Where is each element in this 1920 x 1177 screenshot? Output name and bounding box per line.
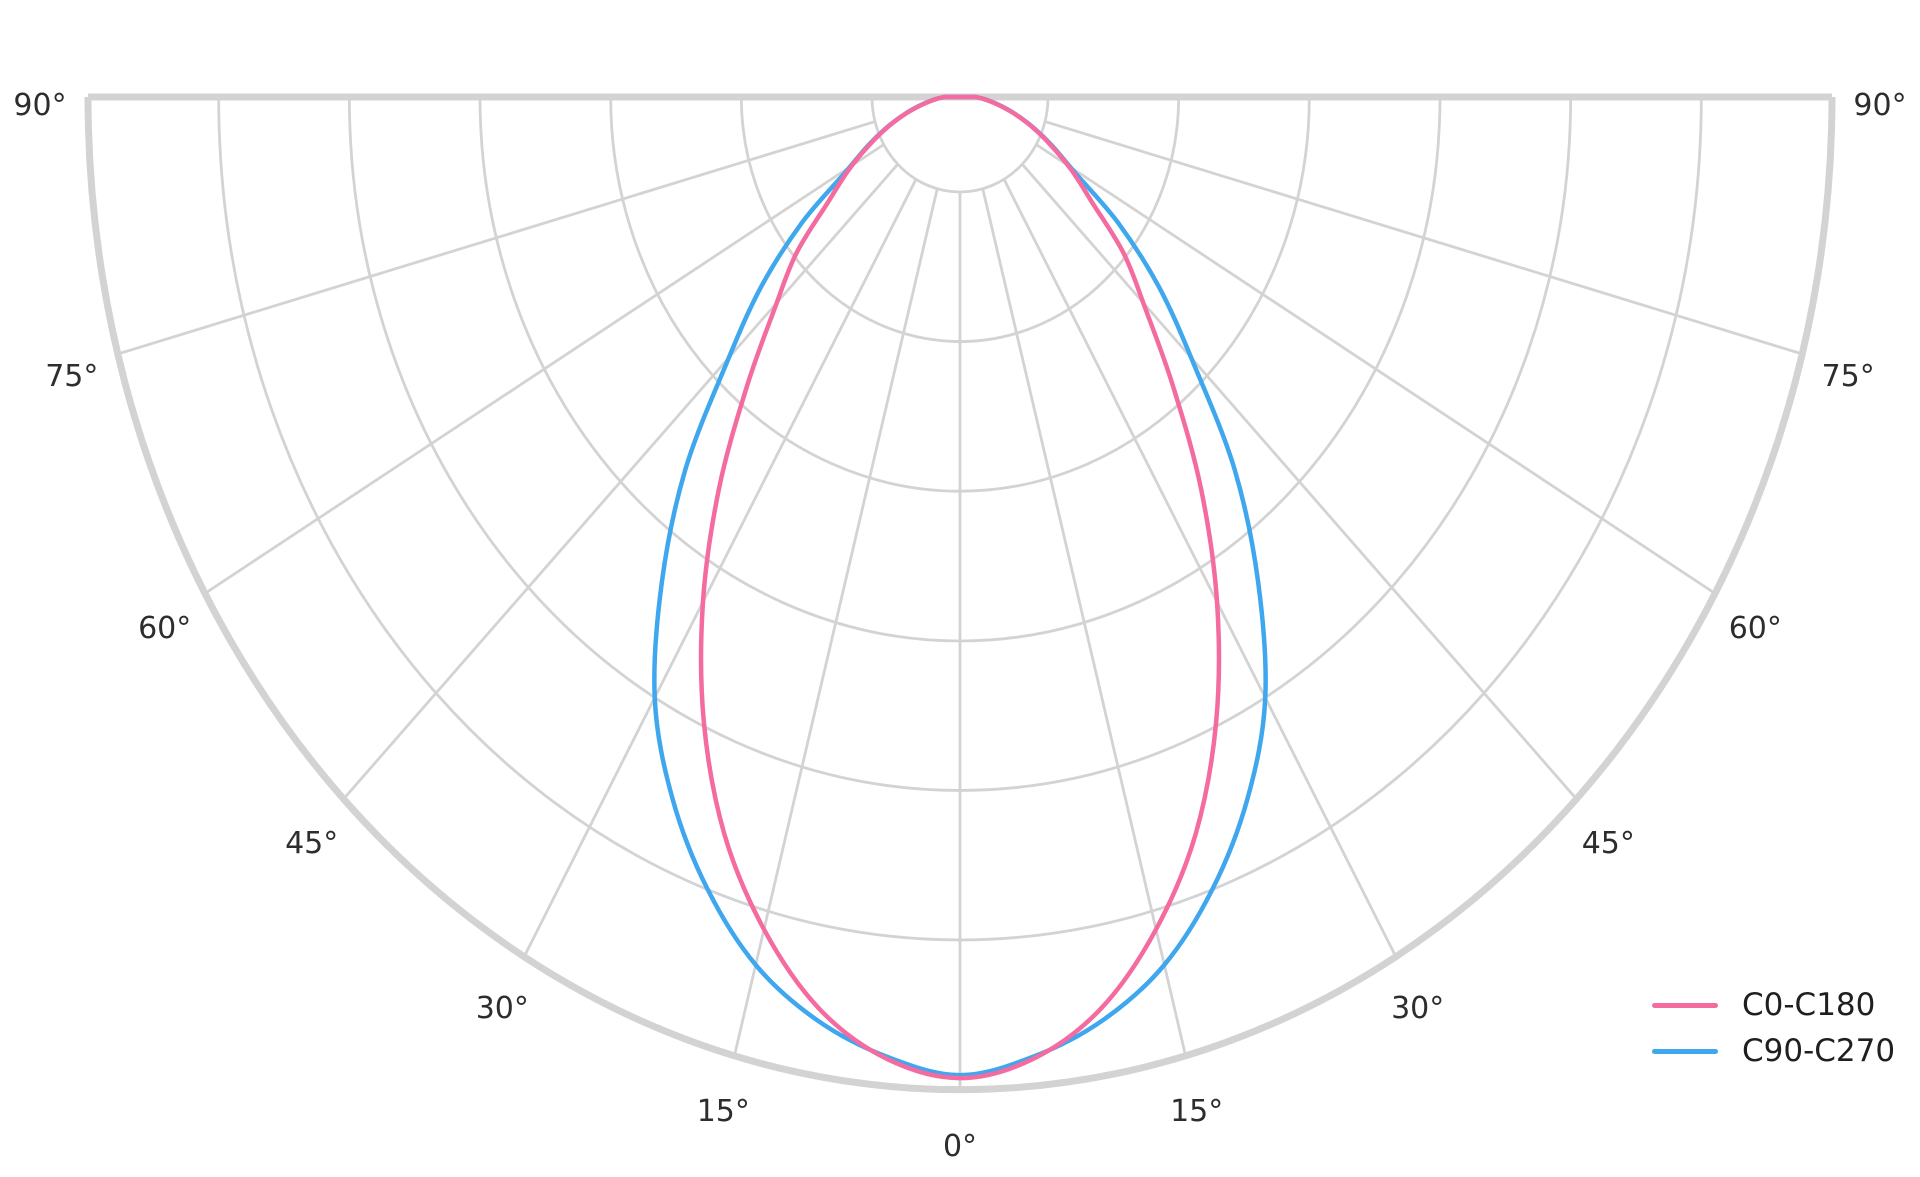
series-curve-c90-c270: [652, 94, 1268, 1078]
legend-label-c0-c180: C0-C180: [1742, 987, 1876, 1023]
inner-hole-ring: [870, 96, 1050, 194]
angle-tick-label: 0°: [943, 1129, 977, 1164]
angle-tick-label: 45°: [285, 826, 338, 861]
angle-spoke: [117, 120, 876, 356]
angle-tick-label: 60°: [1729, 611, 1782, 646]
angle-spoke: [522, 178, 918, 958]
angle-spoke: [1002, 178, 1398, 958]
angle-spoke: [732, 188, 939, 1057]
angle-tick-label: 15°: [1170, 1094, 1223, 1129]
legend: C0-C180 C90-C270: [1652, 986, 1895, 1070]
legend-item-c90-c270: C90-C270: [1652, 1032, 1895, 1070]
angle-spoke: [1035, 143, 1716, 595]
legend-swatch-c0-c180: [1652, 1002, 1718, 1008]
legend-item-c0-c180: C0-C180: [1652, 986, 1895, 1024]
angle-tick-label: 15°: [697, 1094, 750, 1129]
legend-swatch-c90-c270: [1652, 1048, 1718, 1054]
angle-tick-label: 90°: [1853, 88, 1906, 123]
angle-tick-label: 30°: [476, 991, 529, 1026]
angle-tick-label: 75°: [45, 359, 98, 394]
angle-spoke: [981, 188, 1188, 1057]
angle-tick-label: 30°: [1391, 991, 1444, 1026]
angle-tick-label: 90°: [13, 88, 66, 123]
angle-spoke: [204, 143, 885, 595]
angle-tick-label: 75°: [1822, 359, 1875, 394]
angle-spoke: [1021, 163, 1578, 801]
series-curve-c0-c180: [698, 94, 1222, 1081]
angle-tick-label: 60°: [138, 611, 191, 646]
angle-tick-label: 45°: [1582, 826, 1635, 861]
angle-spoke: [342, 163, 899, 801]
angle-spoke: [1044, 120, 1803, 356]
legend-label-c90-c270: C90-C270: [1742, 1033, 1896, 1069]
